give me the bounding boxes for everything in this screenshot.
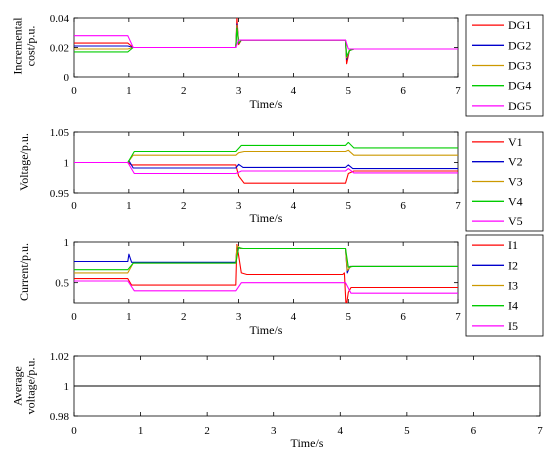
x-tick-label: 2: [181, 85, 187, 97]
legend: V1 V2 V3 V4 V5: [465, 131, 544, 232]
series-line-i4: [74, 247, 458, 271]
legend-label-i1: I1: [508, 238, 518, 252]
x-tick-label: 3: [236, 85, 242, 97]
legend-label-v4: V4: [508, 194, 523, 208]
x-tick-label: 4: [291, 85, 297, 97]
x-tick-label: 7: [537, 425, 543, 437]
y-axis-label-line: Incremental: [11, 17, 25, 75]
legend-label-i3: I3: [508, 279, 518, 293]
series-line-v5: [74, 161, 458, 175]
series-line-dg2: [74, 23, 458, 60]
y-axis-label: Current/p.u.: [17, 243, 31, 301]
series-line-v4: [74, 141, 458, 164]
legend: DG1 DG2 DG3 DG4 DG5: [465, 14, 544, 117]
x-tick-label: 0: [71, 425, 77, 437]
y-tick-label: 0.98: [50, 411, 70, 423]
series-group: [74, 18, 458, 65]
y-axis-label-line: Current/p.u.: [17, 243, 31, 301]
x-tick-label: 3: [236, 311, 242, 323]
chart-panel-3: 0 1 2 3 4 5 6 7 0.5 1 Time/s Current/p.u. I1 I2 I3 I4 I5: [17, 234, 544, 337]
x-axis-label: Time/s: [291, 436, 324, 450]
x-tick-label: 1: [126, 311, 132, 323]
y-axis-label: Voltage/p.u.: [17, 133, 31, 191]
y-tick-label: 0: [64, 72, 70, 84]
legend: I1 I2 I3 I4 I5: [465, 234, 544, 337]
x-axis-label: Time/s: [250, 97, 283, 111]
x-tick-label: 7: [455, 200, 461, 212]
series-line-i1: [74, 243, 458, 303]
y-tick-label: 0.02: [50, 43, 69, 55]
x-axis-label: Time/s: [250, 211, 283, 225]
y-axis-label: Averagevoltage/p.u.: [11, 358, 38, 415]
y-axis-label-line: Voltage/p.u.: [17, 133, 31, 191]
chart-panel-4: 0 1 2 3 4 5 6 7 0.98 1 1.02 Time/s Averagevoltage/p.…: [11, 351, 544, 450]
chart-panel-1: 0 1 2 3 4 5 6 7 0 0.02 0.04 Time/s Incrementalcost/p…: [11, 13, 544, 117]
x-tick-label: 2: [204, 425, 210, 437]
series-line-dg1: [74, 18, 458, 65]
y-axis-label-line: Average: [11, 366, 25, 406]
x-tick-label: 0: [71, 200, 77, 212]
y-tick-label: 0.04: [50, 13, 70, 25]
y-tick-label: 1.02: [50, 351, 69, 363]
x-tick-label: 5: [346, 85, 352, 97]
x-tick-label: 6: [400, 311, 406, 323]
x-tick-label: 6: [400, 200, 406, 212]
x-tick-label: 5: [346, 311, 352, 323]
series-line-i2: [74, 247, 458, 274]
legend-label-dg4: DG4: [508, 79, 531, 93]
series-line-i3: [74, 245, 458, 274]
x-tick-label: 7: [455, 311, 461, 323]
legend-label-v5: V5: [508, 214, 523, 228]
y-tick-label: 1: [64, 158, 70, 170]
x-tick-label: 3: [236, 200, 242, 212]
series-line-dg3: [74, 24, 458, 59]
legend-label-dg5: DG5: [508, 99, 531, 113]
x-tick-label: 0: [71, 311, 77, 323]
series-group: [74, 243, 458, 303]
y-axis-label-line: cost/p.u.: [24, 26, 38, 67]
series-line-dg4: [74, 27, 458, 57]
x-tick-label: 6: [471, 425, 477, 437]
legend-label-dg2: DG2: [508, 38, 531, 52]
x-tick-label: 1: [126, 85, 132, 97]
series-line-v1: [74, 161, 458, 184]
y-tick-label: 1: [64, 237, 70, 249]
axes-box: [73, 241, 459, 304]
x-tick-label: 3: [271, 425, 277, 437]
legend-label-i4: I4: [508, 299, 518, 313]
legend-label-v3: V3: [508, 175, 523, 189]
legend-label-i2: I2: [508, 258, 518, 272]
x-tick-label: 4: [338, 425, 344, 437]
series-group: [74, 141, 458, 184]
x-tick-label: 0: [71, 85, 77, 97]
series-line-dg5: [74, 35, 458, 50]
x-tick-label: 5: [346, 200, 352, 212]
y-axis-label: Incrementalcost/p.u.: [11, 17, 38, 75]
y-tick-label: 1: [64, 381, 70, 393]
x-tick-label: 1: [126, 200, 132, 212]
x-tick-label: 4: [291, 311, 297, 323]
x-tick-label: 2: [181, 311, 187, 323]
x-axis-label: Time/s: [250, 323, 283, 337]
x-tick-label: 1: [138, 425, 144, 437]
x-tick-label: 7: [455, 85, 461, 97]
legend-label-dg1: DG1: [508, 18, 531, 32]
legend-label-i5: I5: [508, 319, 518, 333]
legend-label-v1: V1: [508, 135, 523, 149]
series-line-i5: [74, 280, 458, 294]
x-tick-label: 2: [181, 200, 187, 212]
y-tick-label: 0.5: [55, 278, 69, 290]
y-tick-label: 0.95: [50, 188, 70, 200]
x-tick-label: 5: [404, 425, 410, 437]
x-tick-label: 6: [400, 85, 406, 97]
legend-label-v2: V2: [508, 155, 523, 169]
axes-box: [73, 131, 459, 194]
legend-label-dg3: DG3: [508, 59, 531, 73]
x-tick-label: 4: [291, 200, 297, 212]
y-axis-label-line: voltage/p.u.: [24, 358, 38, 415]
y-tick-label: 1.05: [50, 127, 70, 139]
series-line-v2: [74, 160, 458, 170]
